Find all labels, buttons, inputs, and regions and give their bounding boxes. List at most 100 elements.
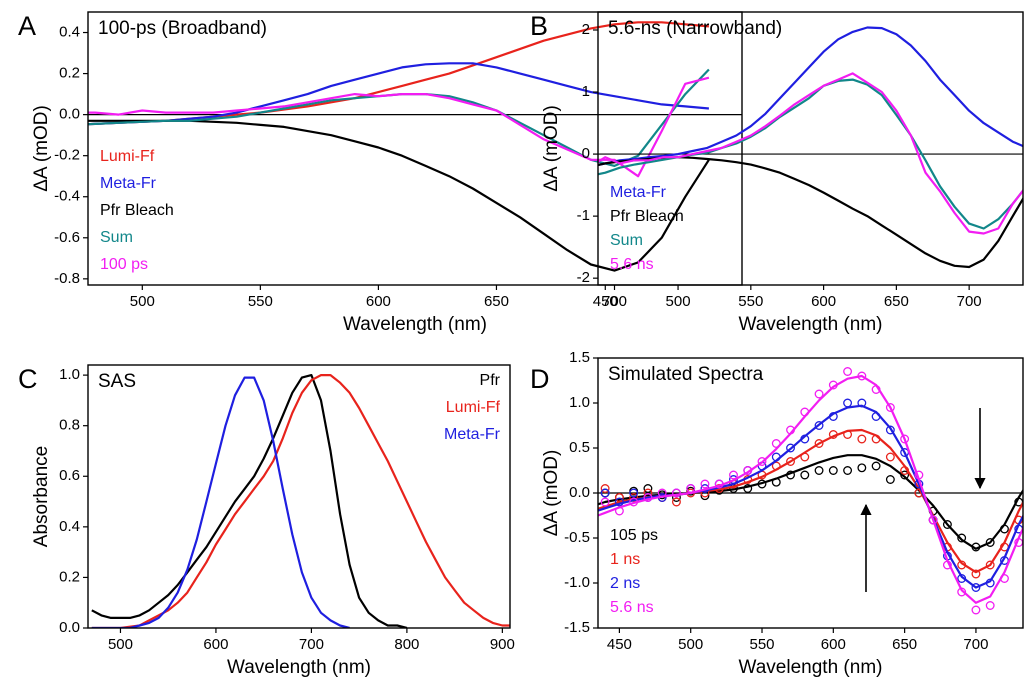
data-point bbox=[871, 412, 881, 421]
y-axis-label: ΔA (mOD) bbox=[31, 105, 52, 192]
y-tick-label: 0.6 bbox=[59, 467, 80, 484]
data-point bbox=[885, 452, 895, 462]
y-tick-label: 2 bbox=[582, 21, 590, 38]
x-tick-label: 450 bbox=[593, 293, 618, 310]
y-axis-label: ΔA (mOD) bbox=[541, 105, 562, 192]
x-tick-label: 600 bbox=[203, 636, 228, 653]
data-point bbox=[671, 488, 681, 498]
plot-frame bbox=[87, 11, 743, 286]
y-tick-label: 0.2 bbox=[59, 568, 80, 585]
legend-entry: Pfr Bleach bbox=[610, 208, 684, 225]
data-point bbox=[786, 443, 795, 453]
data-point bbox=[614, 497, 624, 507]
data-point bbox=[985, 601, 995, 610]
data-point bbox=[771, 477, 781, 487]
data-point bbox=[857, 463, 867, 473]
legend-entry: 1 ns bbox=[610, 551, 640, 568]
y-tick-label: -1.0 bbox=[564, 574, 590, 591]
y-tick-label: 0.8 bbox=[59, 417, 80, 434]
series-line bbox=[91, 376, 350, 628]
data-point bbox=[814, 389, 824, 399]
plot-frame bbox=[597, 11, 1024, 286]
series-line bbox=[598, 26, 1023, 167]
x-axis-label: Wavelength (nm) bbox=[739, 657, 883, 678]
panel-label: A bbox=[18, 11, 36, 41]
data-point bbox=[800, 452, 810, 462]
x-tick-label: 450 bbox=[607, 636, 632, 653]
y-tick-label: 1 bbox=[582, 83, 590, 100]
x-tick-label: 650 bbox=[884, 293, 909, 310]
data-point bbox=[587, 507, 595, 515]
x-tick-label: 550 bbox=[248, 293, 273, 310]
chart-title: 100-ps (Broadband) bbox=[98, 18, 267, 39]
legend-entry: Lumi-Ff bbox=[100, 148, 155, 165]
x-axis-label: Wavelength (nm) bbox=[227, 657, 371, 678]
y-tick-label: 1.0 bbox=[59, 366, 80, 383]
chart-title: SAS bbox=[98, 371, 136, 392]
data-point bbox=[857, 398, 867, 408]
data-point bbox=[900, 434, 910, 444]
data-point bbox=[957, 587, 967, 597]
data-point bbox=[614, 493, 624, 502]
x-tick-label: 500 bbox=[108, 636, 133, 653]
data-point bbox=[629, 497, 639, 507]
data-point bbox=[971, 605, 981, 615]
data-point bbox=[771, 461, 781, 471]
y-tick-label: -0.2 bbox=[54, 147, 80, 164]
legend-entry: 2 ns bbox=[610, 575, 640, 592]
legend-entry: Pfr bbox=[480, 372, 501, 389]
data-point bbox=[1000, 524, 1009, 534]
data-point bbox=[800, 407, 810, 417]
plot-area bbox=[91, 374, 510, 628]
x-tick-label: 900 bbox=[490, 636, 515, 653]
data-point bbox=[885, 425, 895, 435]
y-axis-label: Absorbance bbox=[31, 446, 52, 547]
y-tick-label: 0.4 bbox=[59, 518, 80, 535]
y-tick-label: -0.8 bbox=[54, 270, 80, 287]
series-line bbox=[598, 428, 1023, 574]
x-tick-label: 500 bbox=[678, 636, 703, 653]
x-tick-label: 650 bbox=[484, 293, 509, 310]
data-point bbox=[828, 380, 838, 390]
y-tick-label: 0.0 bbox=[59, 106, 80, 123]
y-tick-label: 0.5 bbox=[569, 439, 590, 456]
y-tick-label: 1.5 bbox=[569, 349, 590, 366]
data-point bbox=[714, 479, 724, 489]
data-point bbox=[643, 493, 653, 502]
data-point bbox=[971, 542, 981, 552]
data-point bbox=[900, 466, 910, 475]
legend-entry: 105 ps bbox=[610, 527, 658, 544]
x-axis-label: Wavelength (nm) bbox=[343, 314, 487, 335]
x-tick-label: 700 bbox=[963, 636, 988, 653]
x-tick-label: 550 bbox=[738, 293, 763, 310]
legend-entry: Lumi-Ff bbox=[446, 399, 501, 416]
y-tick-label: -0.6 bbox=[54, 229, 80, 246]
x-tick-label: 600 bbox=[811, 293, 836, 310]
data-point bbox=[600, 497, 610, 507]
data-point bbox=[857, 371, 867, 381]
panel-label: D bbox=[530, 364, 550, 394]
data-point bbox=[985, 538, 995, 547]
data-point bbox=[928, 515, 938, 525]
data-point bbox=[600, 488, 610, 498]
data-point bbox=[885, 475, 895, 484]
data-point bbox=[786, 470, 795, 480]
y-tick-label: 0.2 bbox=[59, 65, 80, 82]
data-point bbox=[914, 470, 924, 480]
legend-entry: Sum bbox=[610, 232, 643, 249]
legend-entry: 5.6 ns bbox=[610, 599, 654, 616]
data-point bbox=[757, 479, 767, 489]
x-tick-label: 700 bbox=[957, 293, 982, 310]
data-point bbox=[828, 430, 838, 439]
y-tick-label: 0 bbox=[582, 145, 590, 162]
data-point bbox=[671, 497, 681, 507]
data-point bbox=[743, 466, 753, 475]
y-tick-label: -2 bbox=[577, 269, 590, 286]
legend-entry: 100 ps bbox=[100, 256, 148, 273]
data-point bbox=[828, 412, 838, 421]
x-tick-label: 600 bbox=[366, 293, 391, 310]
x-tick-label: 500 bbox=[666, 293, 691, 310]
data-point bbox=[971, 569, 981, 579]
data-point bbox=[629, 488, 639, 498]
